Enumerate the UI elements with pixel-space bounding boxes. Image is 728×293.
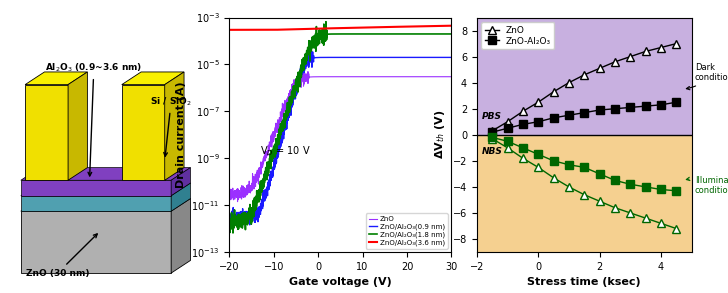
ZnO/Al₂O₃(3.6 nm) [327, 27, 336, 30]
Bar [477, 18, 692, 135]
Polygon shape [25, 85, 68, 180]
ZnO/Al₂O₃(1.8 nm) [400, 32, 408, 36]
ZnO [298, 69, 306, 73]
Polygon shape [25, 72, 87, 85]
ZnO/Al₂O₃(0.9 nm) [333, 56, 342, 59]
ZnO [440, 75, 449, 79]
Polygon shape [165, 72, 184, 180]
Text: Illumination
condition: Illumination condition [687, 176, 728, 195]
X-axis label: Gate voltage (V): Gate voltage (V) [289, 277, 392, 287]
ZnO [447, 75, 456, 79]
ZnO [225, 191, 234, 194]
ZnO [237, 194, 245, 197]
Text: V$_D$ = 10 V: V$_D$ = 10 V [261, 144, 311, 158]
Polygon shape [21, 180, 171, 196]
Text: Si / SiO$_2$: Si / SiO$_2$ [150, 95, 192, 156]
Polygon shape [21, 168, 191, 180]
ZnO/Al₂O₃(3.6 nm) [440, 24, 449, 28]
X-axis label: Stress time (ksec): Stress time (ksec) [527, 277, 641, 287]
Polygon shape [122, 72, 184, 85]
Text: PBS: PBS [481, 112, 502, 121]
Text: Dark
condition: Dark condition [687, 63, 728, 90]
ZnO/Al₂O₃(1.8 nm) [333, 32, 342, 36]
Legend: ZnO, ZnO-Al₂O₃: ZnO, ZnO-Al₂O₃ [481, 22, 555, 49]
Y-axis label: Drain current (A): Drain current (A) [175, 81, 186, 188]
ZnO/Al₂O₃(0.9 nm) [306, 50, 315, 53]
ZnO/Al₂O₃(1.8 nm) [328, 32, 336, 36]
Polygon shape [122, 85, 165, 180]
Legend: ZnO, ZnO/Al₂O₃(0.9 nm), ZnO/Al₂O₃(1.8 nm), ZnO/Al₂O₃(3.6 nm): ZnO, ZnO/Al₂O₃(0.9 nm), ZnO/Al₂O₃(1.8 nm… [366, 213, 448, 248]
ZnO/Al₂O₃(1.8 nm) [237, 215, 245, 219]
ZnO [233, 200, 242, 203]
ZnO/Al₂O₃(1.8 nm) [440, 32, 449, 36]
ZnO [333, 75, 342, 79]
Text: NBS: NBS [481, 147, 502, 156]
ZnO/Al₂O₃(3.6 nm) [225, 28, 234, 32]
ZnO/Al₂O₃(0.9 nm) [225, 218, 234, 222]
Line: ZnO/Al₂O₃(1.8 nm): ZnO/Al₂O₃(1.8 nm) [229, 22, 451, 233]
ZnO/Al₂O₃(0.9 nm) [440, 56, 449, 59]
Text: Al$_2$O$_3$ (0.9~3.6 nm): Al$_2$O$_3$ (0.9~3.6 nm) [45, 62, 143, 176]
ZnO/Al₂O₃(1.8 nm) [322, 20, 331, 23]
Y-axis label: ΔV$_{th}$ (V): ΔV$_{th}$ (V) [433, 110, 447, 159]
Line: ZnO/Al₂O₃(0.9 nm): ZnO/Al₂O₃(0.9 nm) [229, 52, 451, 228]
ZnO/Al₂O₃(1.8 nm) [225, 223, 234, 227]
Polygon shape [21, 211, 171, 273]
ZnO/Al₂O₃(3.6 nm) [440, 24, 449, 28]
Text: ZnO (30 nm): ZnO (30 nm) [25, 234, 98, 278]
ZnO/Al₂O₃(1.8 nm) [447, 32, 456, 36]
ZnO [400, 75, 408, 79]
ZnO/Al₂O₃(0.9 nm) [237, 212, 245, 215]
Polygon shape [171, 168, 191, 196]
ZnO/Al₂O₃(3.6 nm) [333, 26, 341, 30]
ZnO [328, 75, 336, 79]
Polygon shape [171, 199, 191, 273]
Line: ZnO/Al₂O₃(3.6 nm): ZnO/Al₂O₃(3.6 nm) [229, 26, 451, 30]
ZnO/Al₂O₃(3.6 nm) [447, 24, 456, 28]
ZnO [440, 75, 449, 79]
ZnO/Al₂O₃(0.9 nm) [400, 56, 408, 59]
Polygon shape [171, 183, 191, 211]
ZnO/Al₂O₃(3.6 nm) [237, 28, 245, 32]
Polygon shape [21, 196, 171, 211]
Polygon shape [21, 183, 191, 196]
Polygon shape [21, 199, 191, 211]
ZnO/Al₂O₃(1.8 nm) [229, 231, 237, 235]
ZnO/Al₂O₃(3.6 nm) [400, 25, 408, 28]
ZnO/Al₂O₃(1.8 nm) [440, 32, 449, 36]
ZnO/Al₂O₃(0.9 nm) [328, 56, 336, 59]
Line: ZnO: ZnO [229, 71, 451, 202]
ZnO/Al₂O₃(0.9 nm) [440, 56, 449, 59]
ZnO/Al₂O₃(0.9 nm) [447, 56, 456, 59]
ZnO/Al₂O₃(0.9 nm) [228, 226, 237, 230]
Polygon shape [68, 72, 87, 180]
Bar [477, 135, 692, 252]
